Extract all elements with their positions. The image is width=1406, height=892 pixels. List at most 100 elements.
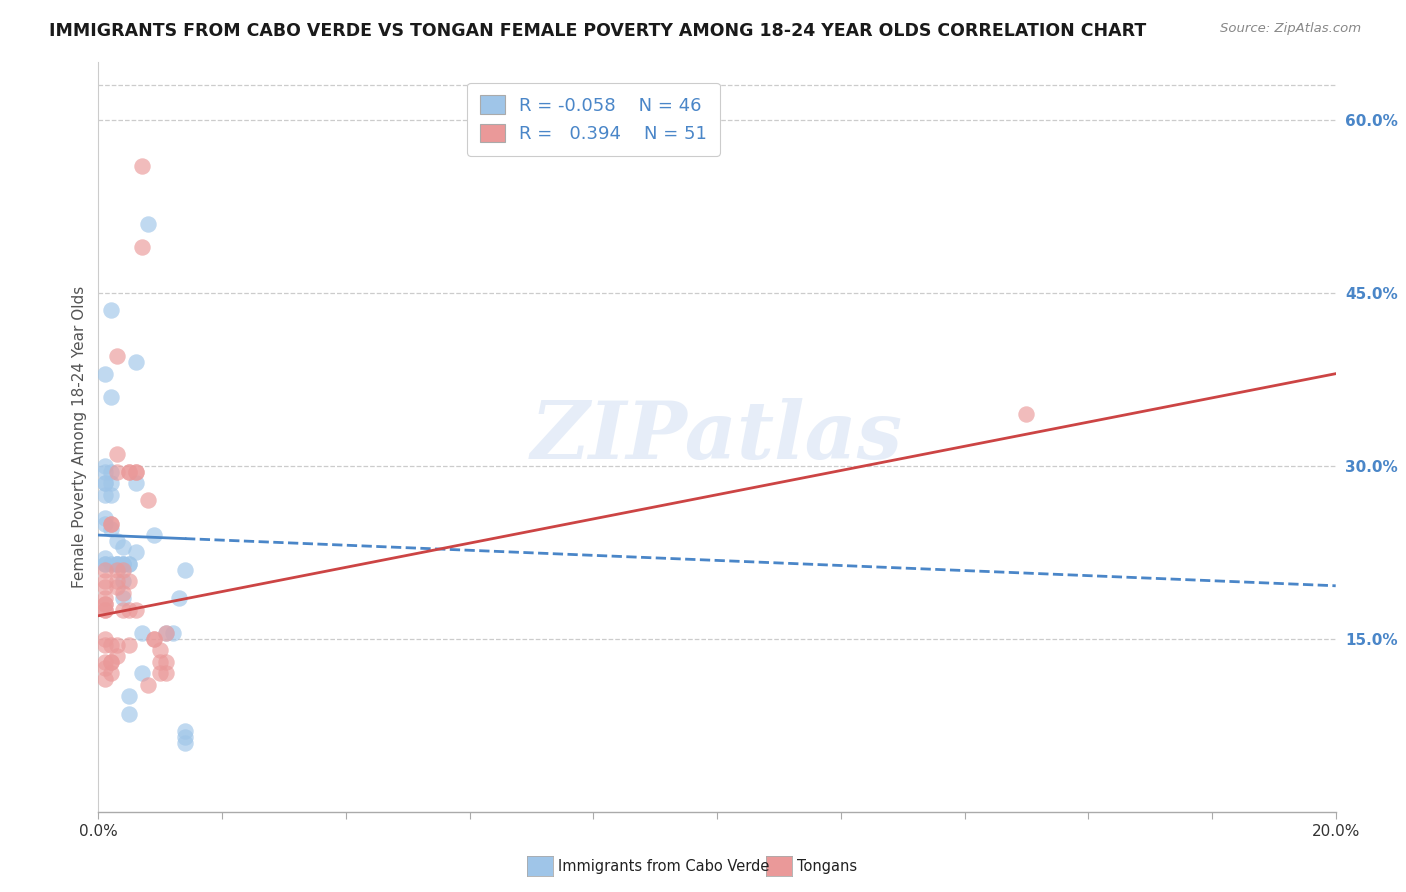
Point <box>105 557 128 571</box>
Point <box>93 557 115 571</box>
Point <box>93 603 115 617</box>
Point <box>174 735 197 749</box>
Point <box>93 551 115 566</box>
Point <box>100 465 122 479</box>
Point <box>162 626 184 640</box>
Point <box>155 626 177 640</box>
Point <box>93 510 115 524</box>
Point <box>118 706 141 721</box>
Point <box>100 655 122 669</box>
Point <box>100 303 122 318</box>
Point <box>118 603 141 617</box>
Point <box>124 355 146 369</box>
Point <box>118 557 141 571</box>
Point <box>112 540 135 554</box>
Point <box>93 488 115 502</box>
Point <box>105 563 128 577</box>
Point <box>93 574 115 589</box>
Point <box>93 597 115 611</box>
Point <box>100 666 122 681</box>
Point <box>100 557 122 571</box>
Text: Tongans: Tongans <box>797 859 858 873</box>
Point <box>93 597 115 611</box>
Text: Source: ZipAtlas.com: Source: ZipAtlas.com <box>1220 22 1361 36</box>
Point <box>118 574 141 589</box>
Point <box>174 724 197 739</box>
Point <box>149 655 172 669</box>
Point <box>143 632 166 646</box>
Point <box>105 649 128 664</box>
Point <box>105 465 128 479</box>
Point <box>131 240 153 254</box>
Point <box>124 465 146 479</box>
Point <box>112 557 135 571</box>
Point <box>93 465 115 479</box>
Point <box>93 632 115 646</box>
Point <box>105 574 128 589</box>
Point <box>118 465 141 479</box>
Point <box>112 603 135 617</box>
Point <box>174 730 197 744</box>
Point <box>118 690 141 704</box>
Point <box>100 655 122 669</box>
Point <box>112 563 135 577</box>
Point <box>112 557 135 571</box>
Point <box>124 476 146 491</box>
Point <box>93 672 115 686</box>
Point <box>149 666 172 681</box>
Point <box>136 678 159 692</box>
Point <box>124 545 146 559</box>
Point <box>174 563 197 577</box>
Point <box>131 159 153 173</box>
Point <box>118 465 141 479</box>
Point <box>93 458 115 473</box>
Point <box>155 626 177 640</box>
Point <box>118 638 141 652</box>
Point <box>93 591 115 606</box>
Point <box>93 476 115 491</box>
Point <box>105 557 128 571</box>
Point <box>93 476 115 491</box>
Point <box>112 585 135 599</box>
Point <box>100 522 122 536</box>
Point <box>149 643 172 657</box>
Point <box>112 591 135 606</box>
Point <box>100 638 122 652</box>
Point <box>100 516 122 531</box>
Y-axis label: Female Poverty Among 18-24 Year Olds: Female Poverty Among 18-24 Year Olds <box>72 286 87 588</box>
Point <box>124 465 146 479</box>
Point <box>143 632 166 646</box>
Point <box>143 528 166 542</box>
Point <box>93 580 115 594</box>
Point <box>93 655 115 669</box>
Point <box>131 626 153 640</box>
Point <box>93 563 115 577</box>
Point <box>100 516 122 531</box>
Point <box>131 666 153 681</box>
Point <box>100 390 122 404</box>
Point <box>136 217 159 231</box>
Point <box>1015 407 1038 421</box>
Point <box>105 350 128 364</box>
Point <box>105 557 128 571</box>
Point <box>155 666 177 681</box>
Point <box>167 591 190 606</box>
Point <box>105 638 128 652</box>
Text: Immigrants from Cabo Verde: Immigrants from Cabo Verde <box>558 859 769 873</box>
Point <box>136 493 159 508</box>
Legend: R = -0.058    N = 46, R =   0.394    N = 51: R = -0.058 N = 46, R = 0.394 N = 51 <box>467 83 720 156</box>
Point <box>112 574 135 589</box>
Point <box>100 488 122 502</box>
Point <box>105 447 128 461</box>
Text: ZIPatlas: ZIPatlas <box>531 399 903 475</box>
Point <box>100 476 122 491</box>
Point <box>124 603 146 617</box>
Point <box>93 557 115 571</box>
Point <box>155 655 177 669</box>
Point <box>93 603 115 617</box>
Point <box>93 638 115 652</box>
Text: IMMIGRANTS FROM CABO VERDE VS TONGAN FEMALE POVERTY AMONG 18-24 YEAR OLDS CORREL: IMMIGRANTS FROM CABO VERDE VS TONGAN FEM… <box>49 22 1146 40</box>
Point <box>105 580 128 594</box>
Point <box>93 660 115 674</box>
Point <box>105 533 128 548</box>
